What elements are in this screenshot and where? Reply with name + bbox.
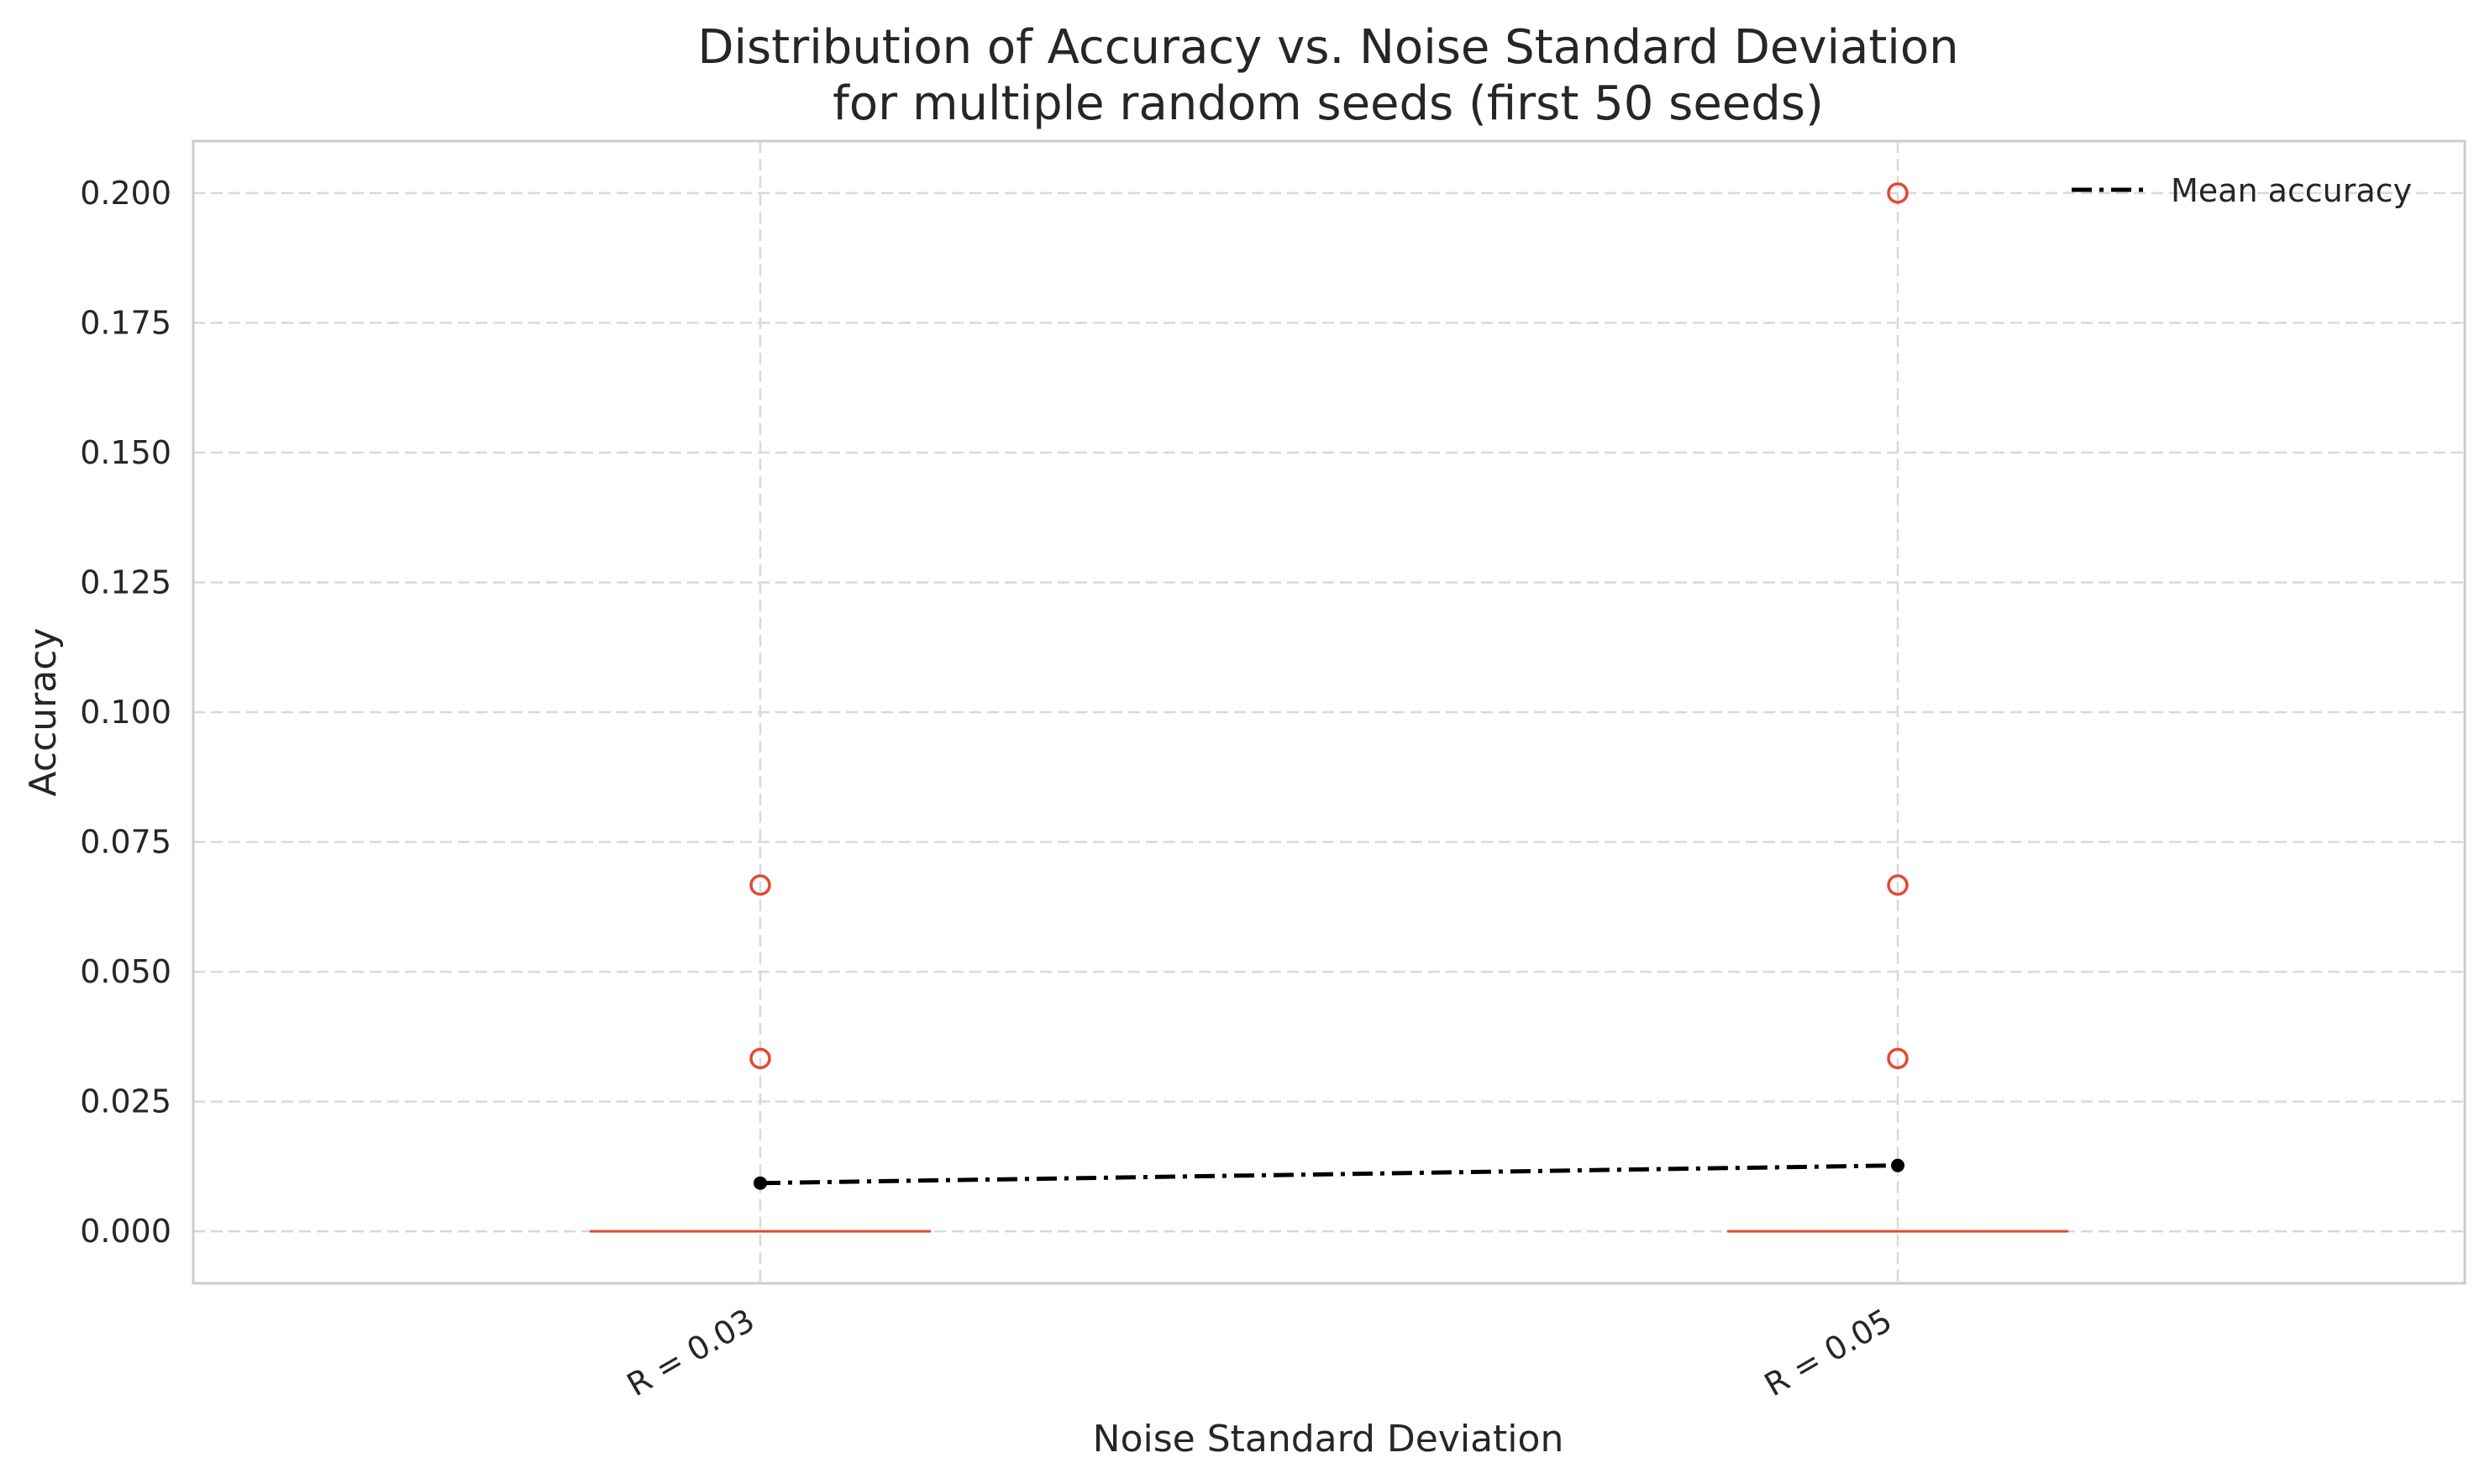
y-axis-ticks: 0.000 0.025 0.050 0.075 0.100 0.125 0.150 0.175…: [80, 175, 171, 1250]
grid: [193, 141, 2465, 1283]
y-tick-label: 0.025: [80, 1083, 171, 1120]
x-axis-label: Noise Standard Deviation: [1093, 1418, 1564, 1460]
x-axis-ticks: R = 0.03 R = 0.05: [621, 1302, 1899, 1404]
mean-series: [754, 1158, 1904, 1190]
outlier-point: [749, 874, 771, 896]
mean-point: [1891, 1158, 1904, 1172]
outlier-point: [1887, 874, 1909, 896]
y-tick-label: 0.175: [80, 304, 171, 341]
y-tick-label: 0.125: [80, 564, 171, 600]
legend: Mean accuracy: [2072, 172, 2412, 209]
y-tick-label: 0.200: [80, 175, 171, 212]
y-tick-label: 0.150: [80, 434, 171, 471]
outlier-point: [1887, 182, 1909, 204]
y-axis-label: Accuracy: [22, 628, 65, 797]
legend-label-mean-accuracy: Mean accuracy: [2171, 172, 2412, 209]
y-tick-label: 0.075: [80, 824, 171, 861]
mean-point: [754, 1176, 767, 1190]
x-tick-label: R = 0.05: [1758, 1302, 1899, 1404]
y-tick-label: 0.000: [80, 1213, 171, 1250]
y-tick-label: 0.100: [80, 694, 171, 731]
mean-line: [759, 1163, 1899, 1186]
outlier-series: [749, 182, 1909, 1070]
outlier-point: [749, 1047, 771, 1070]
chart-title: Distribution of Accuracy vs. Noise Stand…: [697, 20, 1958, 75]
chart-subtitle: for multiple random seeds (first 50 seed…: [833, 76, 1824, 131]
outlier-point: [1887, 1047, 1909, 1070]
y-tick-label: 0.050: [80, 953, 171, 990]
plot-area: [192, 139, 2466, 1285]
x-tick-label: R = 0.03: [621, 1302, 761, 1404]
